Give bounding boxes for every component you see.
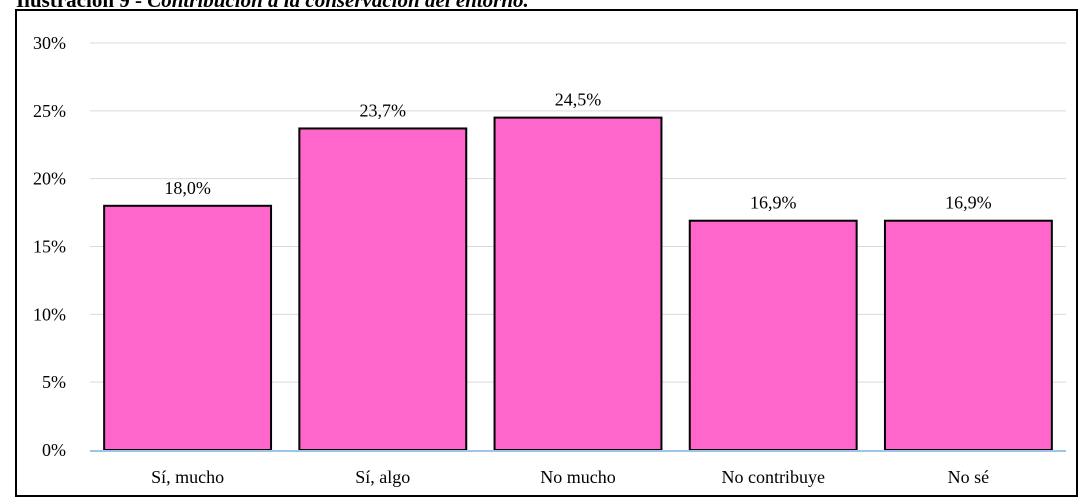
- figure-title-text: Contribución a la conservación del entor…: [147, 0, 529, 12]
- y-tick-label: 30%: [33, 33, 66, 53]
- y-axis-ticks: 0% 5% 10% 15% 20% 25% 30%: [33, 33, 66, 460]
- y-tick-label: 10%: [33, 304, 66, 324]
- data-labels: 18,0% 23,7% 24,5% 16,9% 16,9%: [164, 90, 991, 213]
- data-label: 16,9%: [750, 193, 797, 213]
- y-tick-label: 0%: [42, 440, 66, 460]
- data-label: 23,7%: [360, 100, 407, 120]
- figure-title: Ilustración 9 - Contribución a la conser…: [16, 0, 529, 11]
- x-tick-label: Sí, mucho: [151, 467, 224, 487]
- x-tick-label: Sí, algo: [355, 467, 410, 487]
- y-tick-label: 25%: [33, 101, 66, 121]
- bar: [493, 116, 663, 451]
- figure-title-prefix: Ilustración 9 -: [16, 0, 142, 12]
- x-tick-label: No contribuye: [721, 467, 824, 487]
- bars: [103, 116, 1053, 451]
- data-label: 18,0%: [164, 178, 211, 198]
- x-axis-ticks: Sí, mucho Sí, algo No mucho No contribuye No…: [151, 467, 989, 487]
- bar: [688, 219, 858, 451]
- bar: [298, 127, 468, 451]
- data-label: 24,5%: [555, 90, 602, 110]
- data-label: 16,9%: [945, 193, 992, 213]
- y-tick-label: 15%: [33, 237, 66, 257]
- bar: [883, 219, 1053, 451]
- x-tick-label: No mucho: [540, 467, 616, 487]
- y-tick-label: 20%: [33, 169, 66, 189]
- x-tick-label: No sé: [948, 467, 990, 487]
- bar: [103, 204, 273, 451]
- y-tick-label: 5%: [42, 372, 66, 392]
